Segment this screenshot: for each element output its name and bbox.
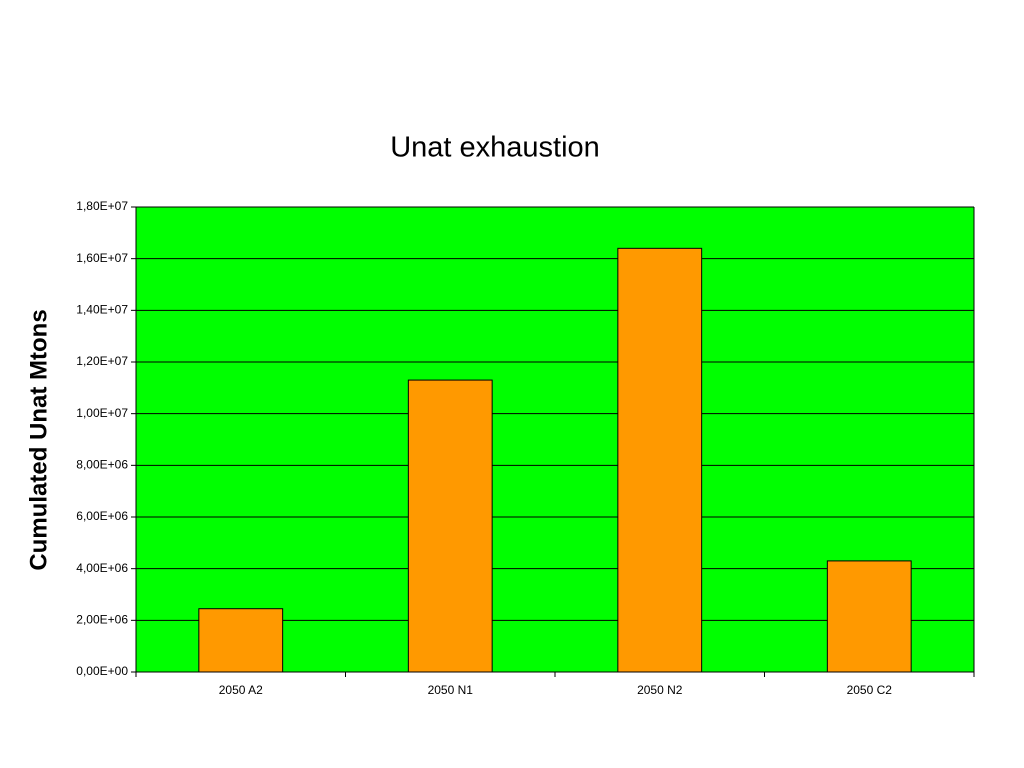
bar	[617, 247, 703, 673]
y-tick-label: 2,00E+06	[76, 613, 128, 627]
bar	[198, 608, 284, 673]
x-tick-label: 2050 N2	[637, 683, 683, 697]
y-tick-label: 1,60E+07	[76, 251, 128, 265]
y-tick-label: 6,00E+06	[76, 509, 128, 523]
chart-title: Unat exhaustion	[390, 132, 600, 164]
x-tick-label: 2050 A2	[219, 683, 263, 697]
bar	[826, 560, 912, 673]
y-tick-label: 1,80E+07	[76, 199, 128, 213]
y-tick-label: 1,40E+07	[76, 303, 128, 317]
bar	[407, 379, 493, 673]
y-tick-label: 1,20E+07	[76, 354, 128, 368]
y-tick-label: 8,00E+06	[76, 458, 128, 472]
y-tick-label: 1,00E+07	[76, 406, 128, 420]
y-tick-label: 0,00E+00	[76, 664, 128, 678]
y-tick-label: 4,00E+06	[76, 561, 128, 575]
y-axis-label: Cumulated Unat Mtons	[25, 309, 52, 570]
x-tick-label: 2050 C2	[847, 683, 893, 697]
x-tick-label: 2050 N1	[428, 683, 474, 697]
